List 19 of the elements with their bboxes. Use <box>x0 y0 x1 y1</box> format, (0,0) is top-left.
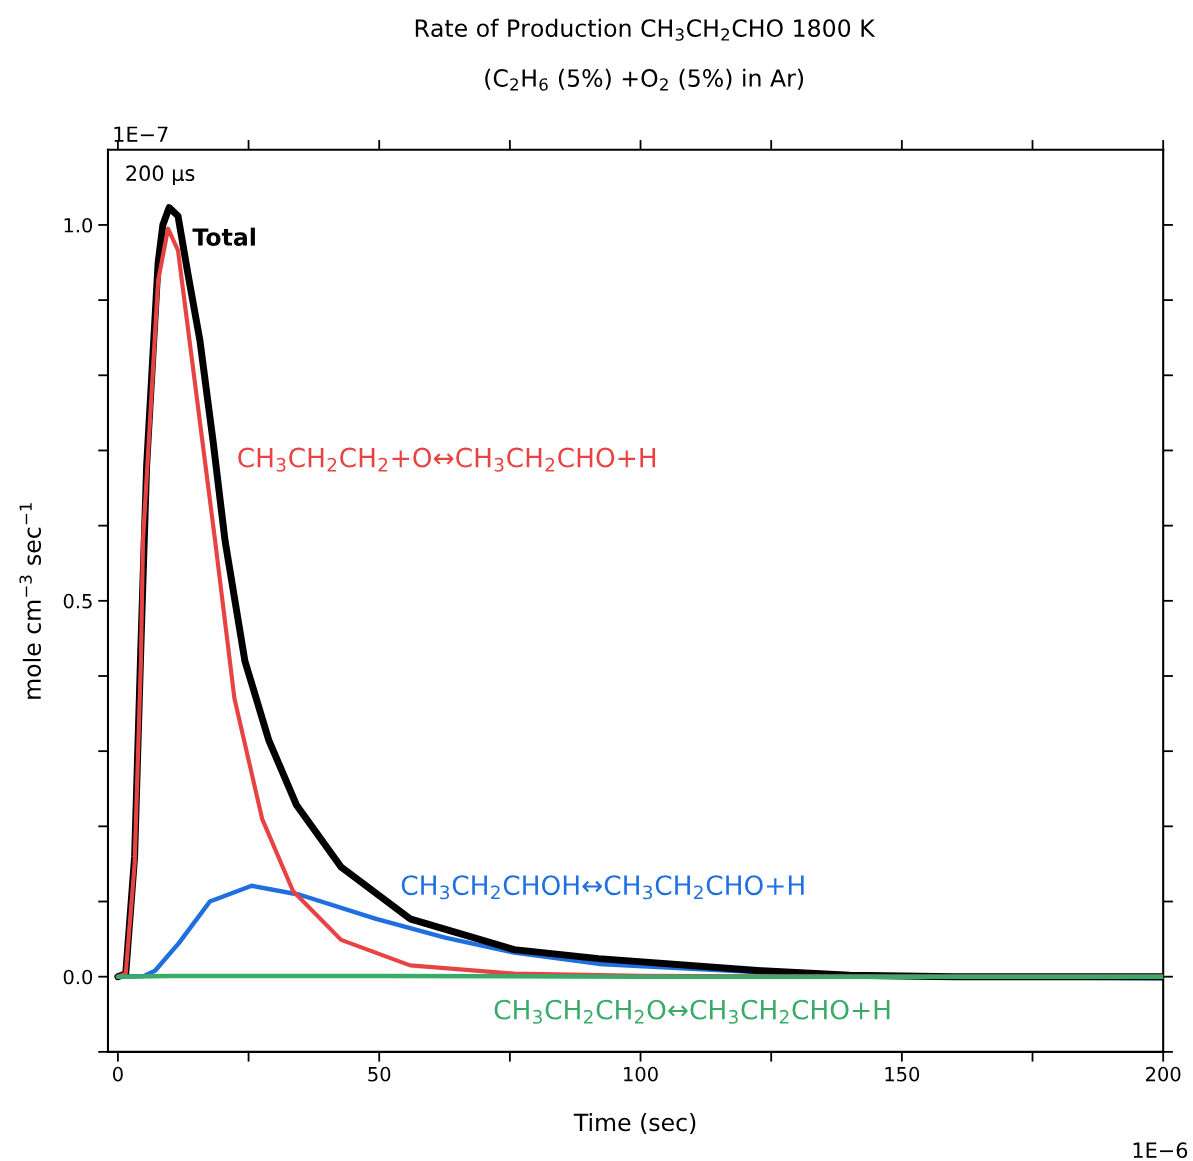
text: CH$_{3}$CH$_{2}$CH$_{2}$O↔CH$_{3}$CH$_{2}$CHO+H <box>494 999 890 1024</box>
text: 1E−6 <box>1133 1142 1188 1159</box>
x-tick-label: 100 <box>624 1066 658 1082</box>
x-tick-label: 150 <box>885 1066 920 1082</box>
annotation: 200 µs <box>126 165 195 186</box>
y-tick-label: 1.0 <box>64 217 93 233</box>
y-tick-label: 0.5 <box>63 593 92 609</box>
text: CH$_{3}$CH$_{2}$CH$_{2}$+O↔CH$_{3}$CH$_{2}$CHO+H <box>238 447 656 472</box>
text: 1E−7 <box>114 126 168 142</box>
x-tick-label: 200 <box>1146 1066 1181 1082</box>
y-axis-title: mole cm$^{−3}$ sec$^{−1}$ <box>19 503 42 699</box>
text: CH$_{3}$CH$_{2}$CHOH↔CH$_{3}$CH$_{2}$CHO+H <box>401 875 804 900</box>
x-tick-label: 0 <box>112 1066 123 1082</box>
x-axis-title: Time (sec) <box>573 1113 696 1135</box>
y-tick-label: 0.0 <box>63 969 93 985</box>
x-tick-label: 50 <box>368 1066 391 1082</box>
series-label: Total <box>192 227 255 246</box>
chart-title: Rate of Production CH$_{3}$CH$_{2}$CHO 1800 K <box>415 18 876 41</box>
chart-subtitle: (C$_{2}$H$_{6}$ (5%) +O$_{2}$ (5%) in Ar) <box>485 68 804 91</box>
